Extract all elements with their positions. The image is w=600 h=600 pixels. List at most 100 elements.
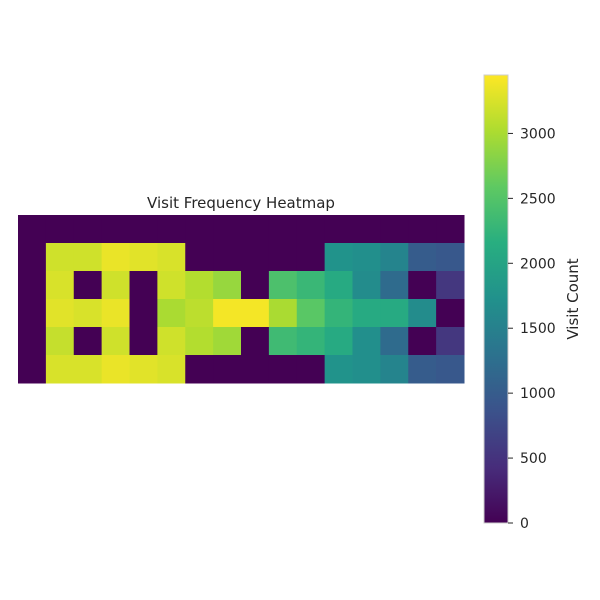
heatmap-cell	[101, 355, 131, 384]
heatmap-cell	[352, 215, 381, 244]
heatmap-cell	[129, 355, 158, 384]
heatmap-cell	[129, 215, 158, 244]
heatmap-cell	[352, 327, 381, 356]
heatmap-cell	[73, 355, 103, 384]
colorbar-tick-label: 500	[520, 451, 547, 467]
colorbar-tick-label: 1000	[520, 386, 556, 402]
heatmap-cell	[185, 355, 214, 384]
heatmap-cell	[18, 271, 47, 300]
heatmap-cell	[436, 215, 465, 244]
heatmap-cell	[436, 355, 465, 384]
heatmap-cell	[268, 271, 298, 300]
heatmap-cell	[101, 243, 131, 272]
colorbar-tick-label: 2000	[520, 256, 556, 272]
heatmap-cell	[185, 271, 214, 300]
heatmap-cell	[129, 299, 158, 328]
heatmap-cell	[213, 327, 242, 356]
colorbar-label: Visit Count	[564, 258, 582, 339]
heatmap-cell	[73, 215, 103, 244]
colorbar: 0 500 1000 1500 2000 2500 3000 Visit Count	[483, 74, 582, 532]
heatmap-cell	[101, 271, 131, 300]
heatmap-cell	[213, 243, 242, 272]
heatmap-cell	[101, 299, 131, 328]
heatmap-cell	[268, 299, 298, 328]
heatmap-cell	[436, 271, 465, 300]
heatmap-cell	[241, 299, 270, 328]
heatmap-cell	[436, 327, 465, 356]
chart-title: Visit Frequency Heatmap	[147, 194, 335, 212]
heatmap-cell	[213, 215, 242, 244]
heatmap-cell	[18, 243, 47, 272]
heatmap-cell	[352, 299, 381, 328]
heatmap-cell	[101, 327, 131, 356]
heatmap-cell	[129, 243, 158, 272]
heatmap-cell	[324, 243, 354, 272]
heatmap-cell	[380, 271, 409, 300]
heatmap-cell	[268, 327, 298, 356]
heatmap-cell	[408, 271, 437, 300]
heatmap-cell	[213, 355, 242, 384]
heatmap-cell	[18, 327, 47, 356]
heatmap-cell	[380, 299, 409, 328]
heatmap-cell	[101, 215, 131, 244]
heatmap-cell	[157, 299, 186, 328]
heatmap-cell	[185, 299, 214, 328]
heatmap-cell	[408, 327, 437, 356]
colorbar-tick-label: 3000	[520, 126, 556, 142]
colorbar-gradient	[483, 74, 509, 524]
heatmap-cell	[380, 327, 409, 356]
heatmap-cell	[45, 271, 75, 300]
heatmap-cell	[185, 215, 214, 244]
heatmap-cell	[45, 355, 75, 384]
heatmap-cell	[157, 215, 186, 244]
heatmap-cell	[352, 271, 381, 300]
heatmap-cell	[352, 243, 381, 272]
heatmap-cell	[73, 243, 103, 272]
heatmap-cell	[296, 355, 326, 384]
heatmap-cell	[185, 243, 214, 272]
heatmap-cell	[241, 327, 270, 356]
heatmap-cell	[352, 355, 381, 384]
heatmap-cell	[129, 271, 158, 300]
heatmap-cell	[296, 215, 326, 244]
heatmap-cell	[157, 271, 186, 300]
colorbar-ticks: 0 500 1000 1500 2000 2500 3000	[508, 126, 556, 532]
heatmap-cell	[380, 355, 409, 384]
heatmap-cell	[157, 327, 186, 356]
heatmap-cell	[241, 215, 270, 244]
heatmap-cell	[73, 299, 103, 328]
heatmap-cell	[296, 299, 326, 328]
heatmap-cells	[18, 215, 465, 384]
heatmap-cell	[241, 355, 270, 384]
heatmap-cell	[73, 271, 103, 300]
heatmap-cell	[408, 299, 437, 328]
heatmap-cell	[45, 215, 75, 244]
heatmap-cell	[213, 299, 242, 328]
heatmap-cell	[408, 243, 437, 272]
heatmap-cell	[296, 327, 326, 356]
heatmap-cell	[157, 355, 186, 384]
heatmap-cell	[185, 327, 214, 356]
heatmap-cell	[241, 271, 270, 300]
heatmap-cell	[436, 299, 465, 328]
heatmap-cell	[73, 327, 103, 356]
heatmap-cell	[380, 215, 409, 244]
heatmap-cell	[324, 355, 354, 384]
heatmap-cell	[296, 243, 326, 272]
heatmap-cell	[324, 271, 354, 300]
heatmap-cell	[18, 299, 47, 328]
heatmap-cell	[268, 243, 298, 272]
heatmap-cell	[157, 243, 186, 272]
heatmap-cell	[45, 327, 75, 356]
heatmap-cell	[18, 355, 47, 384]
heatmap-cell	[436, 243, 465, 272]
heatmap-cell	[408, 215, 437, 244]
heatmap-cell	[268, 355, 298, 384]
heatmap-cell	[129, 327, 158, 356]
heatmap-cell	[324, 215, 354, 244]
colorbar-tick-label: 1500	[520, 321, 556, 337]
heatmap-cell	[241, 243, 270, 272]
colorbar-tick-label: 2500	[520, 191, 556, 207]
colorbar-tick-label: 0	[520, 516, 529, 532]
